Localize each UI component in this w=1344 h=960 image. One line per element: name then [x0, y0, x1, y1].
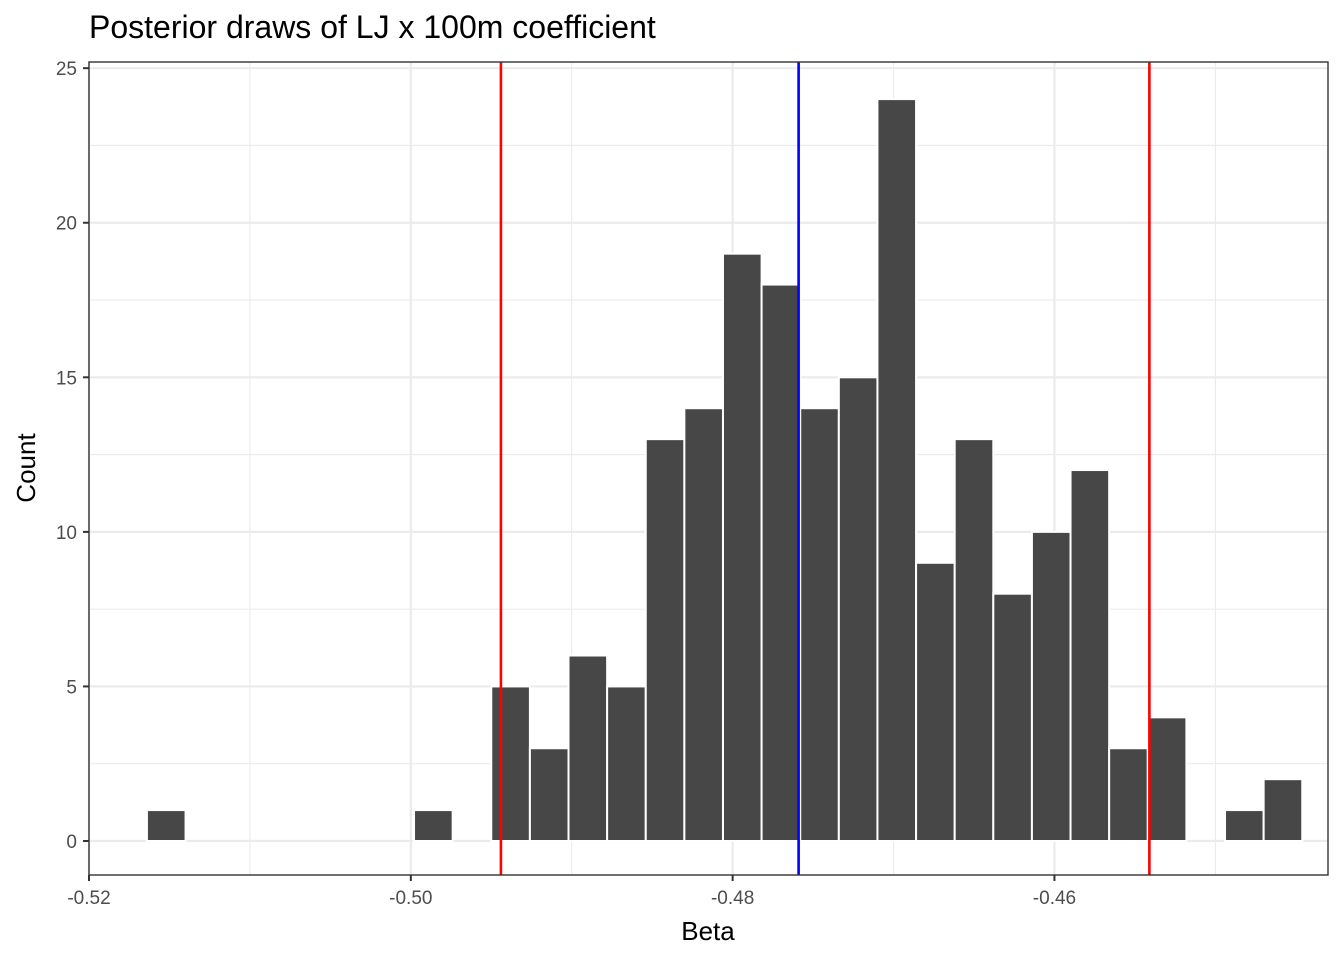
y-tick-label: 25: [56, 59, 77, 80]
histogram-bar: [1146, 716, 1188, 842]
histogram-bar: [490, 685, 531, 842]
y-axis: 0 5 10 15 20 25: [56, 59, 89, 853]
histogram-bar: [799, 407, 840, 842]
histogram-bar: [567, 654, 609, 842]
x-tick-label: -0.52: [67, 888, 110, 909]
histogram-bar: [1069, 469, 1111, 842]
histogram-bar: [953, 438, 995, 842]
histogram-bar: [876, 98, 918, 842]
chart-title: Posterior draws of LJ x 100m coefficient: [89, 9, 656, 45]
y-tick-label: 20: [56, 214, 77, 235]
histogram-bar: [413, 809, 454, 842]
reference-lines: [499, 62, 1151, 875]
histogram-bar: [992, 592, 1033, 842]
y-tick-label: 0: [66, 832, 77, 853]
x-axis: -0.52 -0.50 -0.48 -0.46: [67, 875, 1076, 909]
bars: [145, 98, 1304, 842]
histogram-bar: [760, 283, 802, 842]
histogram-bar: [606, 685, 647, 842]
histogram-bar: [721, 252, 763, 842]
x-tick-label: -0.50: [389, 888, 432, 909]
x-tick-label: -0.46: [1033, 888, 1076, 909]
histogram-bar: [528, 747, 570, 842]
y-tick-label: 10: [56, 523, 77, 544]
histogram-bar: [1108, 747, 1149, 842]
histogram-bar: [1224, 809, 1265, 842]
y-axis-title: Count: [11, 433, 41, 503]
histogram-bar: [644, 438, 686, 842]
x-tick-label: -0.48: [711, 888, 754, 909]
histogram-bar: [1030, 530, 1072, 842]
histogram-bar: [1262, 778, 1304, 842]
y-tick-label: 15: [56, 368, 77, 389]
x-axis-title: Beta: [681, 916, 735, 946]
y-tick-label: 5: [66, 677, 77, 698]
histogram-bar: [145, 809, 187, 842]
panel-border: [88, 61, 1329, 876]
histogram-bar: [915, 561, 956, 842]
histogram-bar: [837, 376, 879, 842]
histogram-bar: [683, 407, 724, 842]
